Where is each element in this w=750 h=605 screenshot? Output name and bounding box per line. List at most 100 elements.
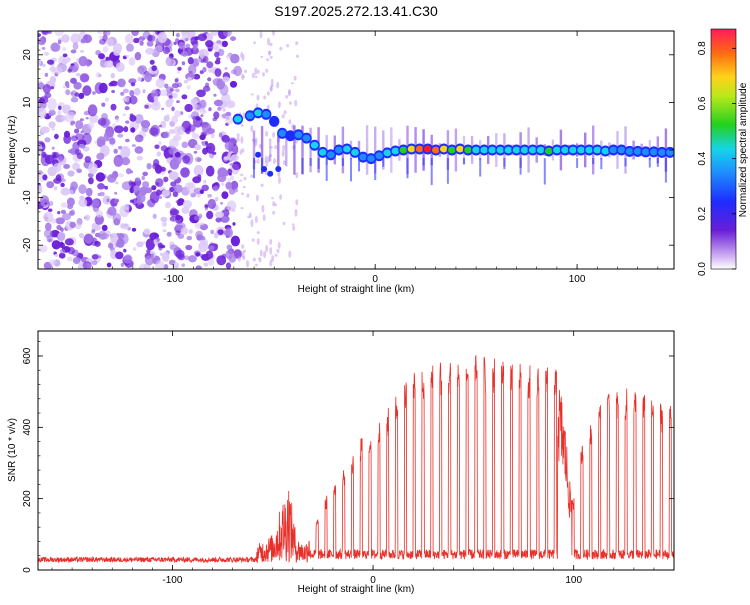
noise-blob bbox=[288, 119, 292, 125]
noise-blob bbox=[108, 82, 114, 87]
noise-blob bbox=[155, 78, 165, 89]
noise-blob bbox=[207, 259, 215, 266]
noise-blob bbox=[57, 211, 61, 215]
noise-blob bbox=[134, 114, 144, 124]
track-point bbox=[246, 112, 254, 120]
noise-blob bbox=[197, 58, 202, 63]
noise-blob bbox=[278, 176, 281, 184]
noise-blob bbox=[136, 241, 144, 248]
noise-blob bbox=[131, 144, 136, 148]
track-point bbox=[262, 110, 271, 118]
striation bbox=[374, 126, 377, 174]
track-point bbox=[351, 149, 359, 156]
noise-blob bbox=[181, 31, 189, 36]
track-point bbox=[666, 149, 674, 156]
noise-blob bbox=[263, 95, 267, 100]
noise-blob bbox=[207, 77, 212, 82]
track-point bbox=[335, 146, 343, 154]
track-point bbox=[464, 146, 472, 154]
noise-blob bbox=[169, 138, 179, 148]
noise-blob bbox=[256, 158, 260, 164]
noise-blob bbox=[208, 67, 213, 73]
striation bbox=[350, 158, 352, 182]
noise-blob bbox=[211, 184, 215, 187]
noise-blob bbox=[277, 170, 281, 178]
noise-blob bbox=[162, 46, 170, 55]
noise-blob bbox=[88, 162, 98, 175]
striation bbox=[309, 158, 312, 166]
noise-blob bbox=[146, 200, 153, 207]
noise-blob bbox=[213, 232, 219, 239]
x-tick-label: 0 bbox=[370, 575, 376, 586]
noise-blob bbox=[85, 117, 89, 120]
noise-blob bbox=[265, 244, 269, 253]
noise-blob bbox=[171, 92, 178, 99]
striation bbox=[446, 158, 449, 184]
striation bbox=[430, 158, 433, 186]
noise-blob bbox=[175, 214, 182, 221]
noise-blob bbox=[183, 80, 189, 84]
noise-blob bbox=[54, 31, 64, 37]
noise-blob bbox=[98, 53, 105, 60]
noise-blob bbox=[175, 88, 180, 93]
noise-blob bbox=[102, 34, 108, 42]
noise-blob bbox=[188, 64, 197, 75]
y-tick-label: 0 bbox=[22, 147, 33, 153]
noise-blob bbox=[133, 247, 137, 251]
noise-blob bbox=[162, 131, 170, 139]
noise-blob bbox=[191, 133, 200, 139]
noise-blob bbox=[80, 38, 87, 44]
noise-blob bbox=[258, 257, 261, 260]
noise-blob bbox=[261, 204, 265, 213]
noise-blob bbox=[91, 229, 96, 233]
noise-blob bbox=[72, 256, 81, 265]
noise-blob bbox=[277, 242, 281, 249]
track-point bbox=[456, 145, 464, 153]
noise-blob bbox=[182, 200, 192, 209]
spectrogram-signal-track bbox=[232, 107, 674, 177]
noise-blob bbox=[293, 75, 297, 81]
noise-blob bbox=[130, 127, 136, 133]
noise-blob bbox=[52, 151, 60, 159]
noise-blob bbox=[142, 171, 148, 177]
track-point bbox=[536, 146, 545, 154]
noise-blob bbox=[188, 255, 197, 263]
spectrogram-noise-region bbox=[38, 31, 299, 269]
noise-blob bbox=[224, 141, 234, 151]
noise-blob bbox=[41, 31, 49, 36]
noise-blob bbox=[202, 85, 211, 92]
noise-blob bbox=[83, 233, 94, 244]
noise-blob bbox=[114, 198, 119, 204]
y-tick-label: -10 bbox=[22, 190, 33, 205]
noise-blob bbox=[181, 206, 190, 214]
noise-blob bbox=[151, 185, 157, 191]
noise-blob bbox=[123, 254, 133, 264]
noise-blob bbox=[251, 238, 255, 242]
noise-blob bbox=[94, 214, 105, 225]
noise-blob bbox=[154, 144, 160, 150]
noise-blob bbox=[95, 172, 106, 182]
noise-blob bbox=[255, 263, 258, 267]
noise-blob bbox=[142, 89, 146, 94]
track-point bbox=[234, 115, 242, 123]
noise-blob bbox=[274, 145, 278, 150]
noise-blob bbox=[239, 179, 243, 182]
noise-blob bbox=[50, 86, 55, 90]
noise-blob bbox=[269, 55, 273, 59]
noise-blob bbox=[78, 184, 87, 195]
noise-blob bbox=[244, 69, 248, 74]
noise-blob bbox=[116, 82, 121, 86]
snr-plot-area bbox=[38, 331, 674, 570]
noise-blob bbox=[260, 55, 264, 58]
noise-blob bbox=[283, 110, 287, 115]
noise-blob bbox=[124, 33, 134, 44]
noise-blob bbox=[144, 72, 153, 83]
noise-blob bbox=[206, 61, 214, 69]
noise-blob bbox=[291, 223, 295, 226]
noise-blob bbox=[169, 207, 178, 218]
noise-blob bbox=[206, 210, 214, 220]
noise-blob bbox=[166, 86, 174, 93]
track-point bbox=[415, 145, 424, 153]
noise-blob bbox=[94, 225, 102, 231]
noise-blob bbox=[124, 106, 130, 111]
